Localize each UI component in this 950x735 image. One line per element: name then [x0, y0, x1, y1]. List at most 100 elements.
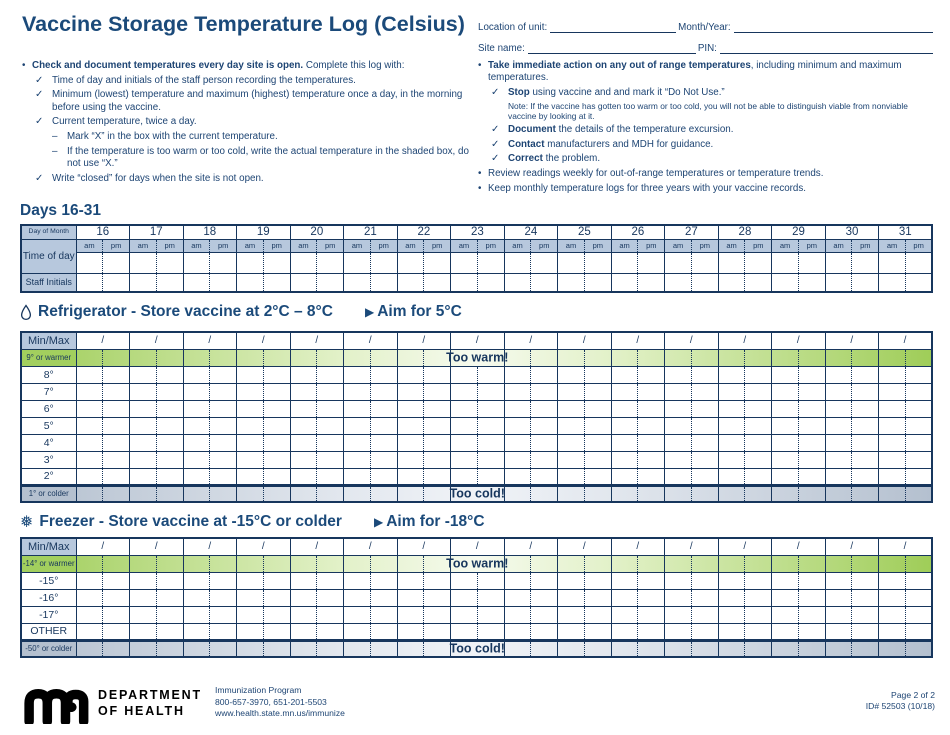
temp-cell[interactable] [262, 467, 291, 486]
temp-cell[interactable] [75, 450, 104, 469]
temp-cell[interactable] [824, 365, 853, 384]
temp-cell[interactable] [771, 382, 799, 401]
minmax-cell[interactable]: / [75, 331, 130, 350]
temp-cell[interactable] [771, 433, 799, 452]
temp-cell[interactable] [155, 638, 184, 658]
temp-cell[interactable] [503, 416, 532, 435]
temp-cell[interactable] [530, 348, 558, 367]
temp-cell[interactable] [155, 348, 184, 367]
temp-cell[interactable] [610, 450, 639, 469]
temp-cell[interactable] [369, 399, 398, 418]
temp-cell[interactable] [450, 571, 478, 590]
temp-cell[interactable] [129, 622, 157, 641]
temp-cell[interactable] [369, 588, 398, 607]
time-entry-cell[interactable] [530, 251, 559, 274]
temp-cell[interactable] [878, 571, 906, 590]
time-entry-cell[interactable] [583, 251, 612, 274]
temp-cell[interactable] [476, 382, 505, 401]
temp-cell[interactable] [289, 483, 318, 503]
minmax-cell[interactable]: / [824, 331, 879, 350]
temp-cell[interactable] [851, 365, 879, 384]
temp-cell[interactable] [236, 554, 264, 573]
temp-cell[interactable] [690, 450, 719, 469]
temp-cell[interactable] [797, 416, 826, 435]
minmax-cell[interactable]: / [664, 331, 719, 350]
temp-cell[interactable] [423, 638, 451, 658]
time-entry-cell[interactable] [102, 251, 131, 274]
temp-cell[interactable] [771, 450, 799, 469]
temp-cell[interactable] [396, 483, 425, 503]
temp-cell[interactable] [503, 571, 532, 590]
temp-cell[interactable] [343, 399, 371, 418]
temp-cell[interactable] [557, 399, 585, 418]
temp-cell[interactable] [262, 416, 291, 435]
temp-cell[interactable] [530, 605, 558, 624]
temp-cell[interactable] [262, 605, 291, 624]
temp-cell[interactable] [182, 433, 211, 452]
temp-cell[interactable] [102, 588, 130, 607]
temp-cell[interactable] [343, 382, 371, 401]
temp-cell[interactable] [262, 483, 291, 503]
temp-cell[interactable] [797, 382, 826, 401]
time-entry-cell[interactable] [182, 251, 211, 274]
temp-cell[interactable] [343, 433, 371, 452]
temp-cell[interactable] [771, 467, 799, 486]
temp-cell[interactable] [744, 399, 772, 418]
temp-cell[interactable] [690, 483, 719, 503]
temp-cell[interactable] [155, 382, 184, 401]
temp-cell[interactable] [343, 467, 371, 486]
temp-cell[interactable] [209, 571, 237, 590]
minmax-cell[interactable]: / [289, 537, 344, 556]
temp-cell[interactable] [450, 605, 478, 624]
temp-cell[interactable] [289, 638, 318, 658]
temp-cell[interactable] [824, 382, 853, 401]
minmax-cell[interactable]: / [129, 537, 184, 556]
temp-cell[interactable] [557, 622, 585, 641]
temp-cell[interactable] [530, 483, 558, 503]
temp-cell[interactable] [824, 638, 853, 658]
temp-cell[interactable] [744, 571, 772, 590]
temp-cell[interactable] [155, 605, 184, 624]
temp-cell[interactable] [824, 571, 853, 590]
temp-cell[interactable] [316, 348, 344, 367]
temp-cell[interactable] [851, 433, 879, 452]
temp-cell[interactable] [637, 622, 665, 641]
temp-cell[interactable] [155, 416, 184, 435]
staff-initials-cell[interactable] [557, 272, 585, 293]
temp-cell[interactable] [129, 571, 157, 590]
time-entry-cell[interactable] [450, 251, 478, 274]
temp-cell[interactable] [904, 588, 933, 607]
temp-cell[interactable] [610, 416, 639, 435]
temp-cell[interactable] [289, 622, 318, 641]
temp-cell[interactable] [557, 348, 585, 367]
temp-cell[interactable] [557, 483, 585, 503]
temp-cell[interactable] [129, 483, 157, 503]
temp-cell[interactable] [717, 554, 746, 573]
time-entry-cell[interactable] [369, 251, 398, 274]
temp-cell[interactable] [851, 382, 879, 401]
temp-cell[interactable] [396, 554, 425, 573]
temp-cell[interactable] [75, 382, 104, 401]
minmax-cell[interactable]: / [771, 331, 826, 350]
temp-cell[interactable] [557, 605, 585, 624]
temp-cell[interactable] [904, 416, 933, 435]
temp-cell[interactable] [583, 605, 612, 624]
temp-cell[interactable] [583, 382, 612, 401]
temp-cell[interactable] [797, 571, 826, 590]
temp-cell[interactable] [904, 382, 933, 401]
staff-initials-cell[interactable] [824, 272, 853, 293]
temp-cell[interactable] [583, 483, 612, 503]
temp-cell[interactable] [904, 365, 933, 384]
temp-cell[interactable] [289, 450, 318, 469]
temp-cell[interactable] [316, 382, 344, 401]
temp-cell[interactable] [155, 450, 184, 469]
temp-cell[interactable] [557, 554, 585, 573]
temp-cell[interactable] [610, 622, 639, 641]
temp-cell[interactable] [824, 399, 853, 418]
temp-cell[interactable] [851, 588, 879, 607]
temp-cell[interactable] [610, 605, 639, 624]
temp-cell[interactable] [343, 571, 371, 590]
temp-cell[interactable] [262, 348, 291, 367]
temp-cell[interactable] [316, 622, 344, 641]
temp-cell[interactable] [182, 571, 211, 590]
